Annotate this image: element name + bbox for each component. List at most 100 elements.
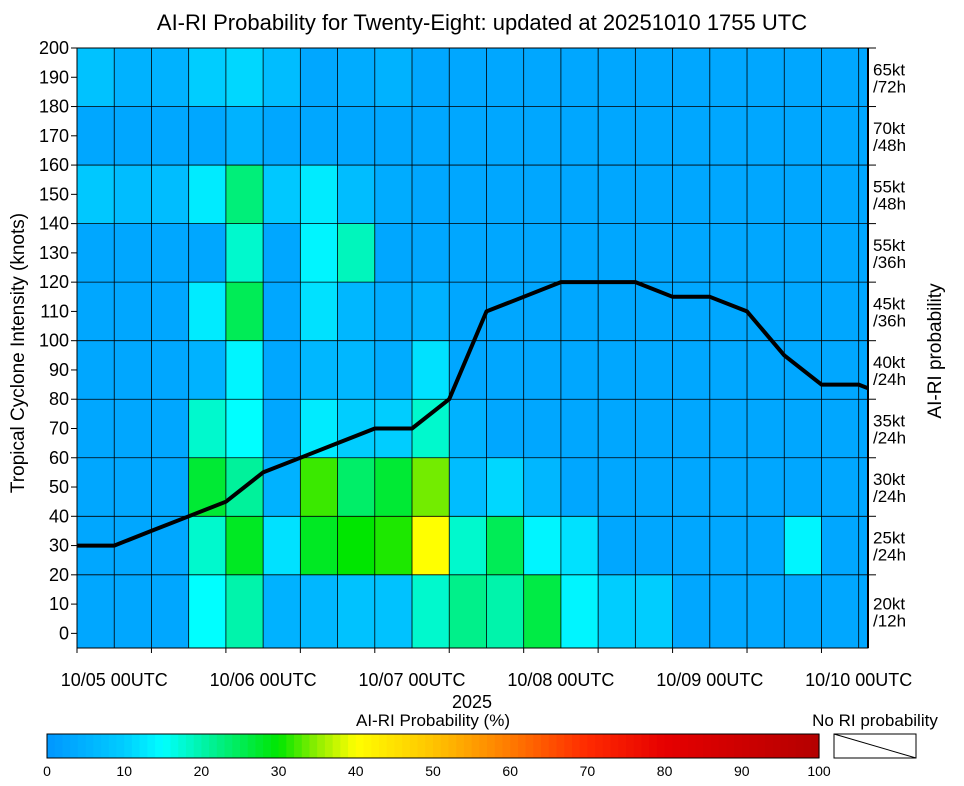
y-tick-label: 110 — [40, 301, 69, 321]
colorbar-swatch — [70, 734, 79, 758]
heatmap-cell — [114, 457, 152, 517]
y-tick-label: 50 — [49, 477, 69, 497]
heatmap-cell — [374, 48, 413, 107]
heatmap-cell — [635, 165, 673, 224]
heatmap-cell — [672, 223, 710, 283]
colorbar-swatch — [456, 734, 465, 758]
heatmap-cell — [188, 223, 226, 283]
heatmap-cell — [337, 165, 375, 224]
heatmap-cell — [188, 516, 226, 575]
heatmap-cell — [449, 399, 487, 458]
colorbar-swatch — [533, 734, 542, 758]
colorbar-swatch — [294, 734, 303, 758]
heatmap-cell — [598, 457, 636, 517]
heatmap-cell — [374, 165, 413, 224]
heatmap-cell — [821, 223, 859, 283]
heatmap-cell — [560, 223, 599, 283]
heatmap-cell — [114, 399, 152, 458]
heatmap-cell — [449, 48, 487, 107]
heatmap-cell — [635, 457, 673, 517]
colorbar-swatch — [641, 734, 650, 758]
heatmap-cell — [151, 223, 189, 283]
colorbar-swatch — [417, 734, 426, 758]
threshold-window-label: /48h — [873, 194, 906, 213]
heatmap-cell — [77, 574, 115, 648]
heatmap-cell — [412, 574, 450, 648]
y-tick-label: 120 — [39, 272, 69, 292]
heatmap-cell — [598, 48, 636, 107]
heatmap-cell — [672, 282, 710, 341]
heatmap-cell — [300, 399, 338, 458]
colorbar-swatch — [803, 734, 812, 758]
heatmap-cell — [374, 457, 413, 517]
colorbar-swatch — [788, 734, 797, 758]
heatmap-cell — [225, 399, 264, 458]
colorbar-swatch — [718, 734, 727, 758]
colorbar-tick-label: 50 — [425, 763, 441, 779]
heatmap-cell — [821, 399, 859, 458]
colorbar-tick-label: 30 — [271, 763, 287, 779]
colorbar-swatch — [749, 734, 758, 758]
x-axis-year-label: 2025 — [452, 692, 492, 712]
heatmap-cell — [784, 574, 822, 648]
heatmap-cell — [709, 165, 748, 224]
heatmap-cell — [188, 106, 226, 166]
heatmap-cell — [77, 165, 115, 224]
colorbar-swatch — [101, 734, 110, 758]
heatmap-cell — [821, 340, 859, 400]
colorbar-tick-label: 90 — [734, 763, 750, 779]
colorbar-swatch — [687, 734, 697, 758]
heatmap-cell — [449, 516, 487, 575]
right-axis-label: AI-RI probability — [925, 283, 946, 419]
y-tick-label: 0 — [59, 623, 69, 643]
y-tick-label: 100 — [39, 331, 69, 351]
threshold-window-label: /36h — [873, 311, 906, 330]
heatmap-cell — [449, 165, 487, 224]
colorbar-swatch — [224, 734, 233, 758]
heatmap-cell — [747, 223, 785, 283]
colorbar-swatch — [124, 734, 133, 758]
heatmap-cell — [225, 223, 264, 283]
colorbar-swatch — [193, 734, 202, 758]
heatmap-cell — [337, 457, 375, 517]
heatmap-cell — [374, 223, 413, 283]
y-tick-label: 160 — [39, 155, 69, 175]
colorbar-swatch — [108, 734, 118, 758]
colorbar — [46, 733, 820, 759]
heatmap-cell — [523, 223, 561, 283]
y-tick-labels: 0 10 20 30 40 50 60 70 80 90 100 110 120 130 140 150 160… — [39, 38, 69, 643]
heatmap-cell — [114, 340, 152, 400]
heatmap-cell — [821, 457, 859, 517]
y-tick-label: 30 — [49, 536, 69, 556]
colorbar-swatch — [309, 734, 318, 758]
heatmap-cell — [747, 48, 785, 107]
colorbar-swatch — [517, 734, 527, 758]
heatmap-cell — [300, 282, 338, 341]
colorbar-swatch — [433, 734, 442, 758]
colorbar-swatch — [425, 734, 434, 758]
heatmap-cell — [858, 165, 868, 224]
heatmap-cell — [858, 516, 868, 575]
heatmap-cell — [337, 106, 375, 166]
colorbar-swatch — [757, 734, 766, 758]
heatmap-cell — [747, 457, 785, 517]
heatmap-cell — [523, 282, 561, 341]
colorbar-swatch — [93, 734, 102, 758]
heatmap-cell — [263, 223, 301, 283]
heatmap-cell — [114, 48, 152, 107]
heatmap-cell — [449, 282, 487, 341]
heatmap-cell — [523, 165, 561, 224]
x-tick-label: 10/10 00UTC — [805, 670, 912, 690]
heatmap-cell — [412, 516, 450, 575]
heatmap-cell — [225, 106, 264, 166]
heatmap-cell — [598, 165, 636, 224]
colorbar-tick-label: 0 — [43, 763, 51, 779]
colorbar-swatch — [672, 734, 681, 758]
heatmap-cell — [77, 457, 115, 517]
colorbar-swatch — [62, 734, 71, 758]
heatmap-cell — [672, 48, 710, 107]
colorbar-tick-label: 100 — [807, 763, 831, 779]
colorbar-swatch — [587, 734, 596, 758]
colorbar-swatch — [602, 734, 612, 758]
heatmap-cell — [784, 165, 822, 224]
